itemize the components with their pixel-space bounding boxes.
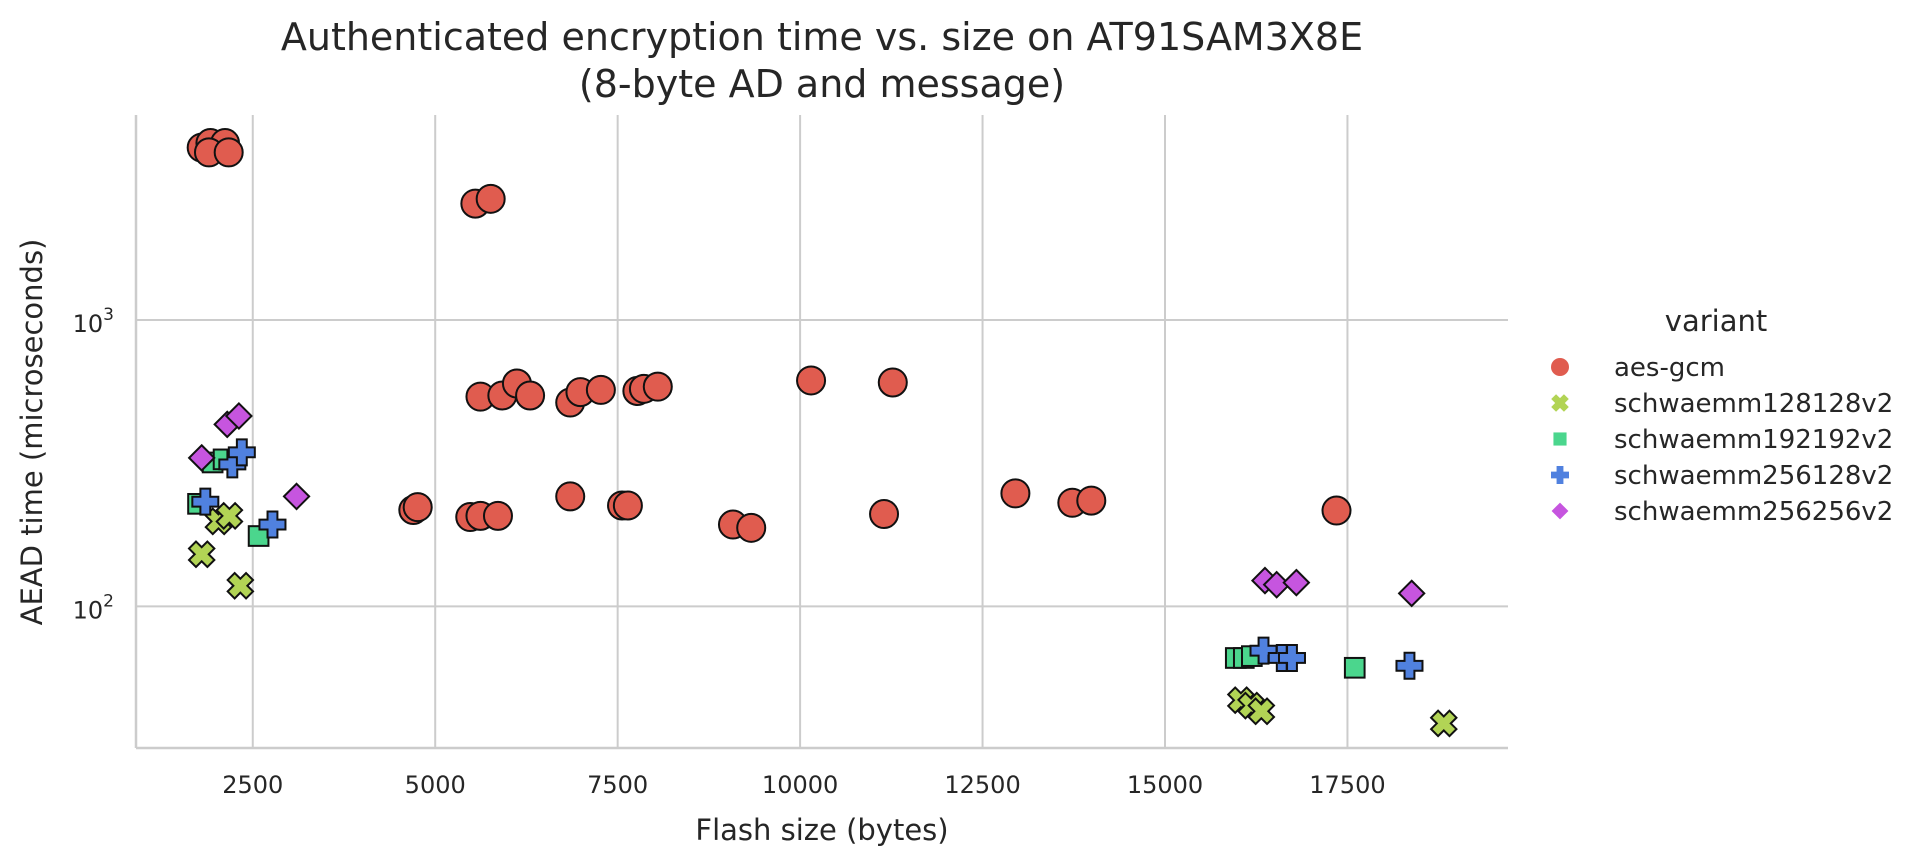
x-tick-label: 7500: [587, 771, 648, 799]
data-point: [224, 402, 253, 431]
data-point: [1321, 495, 1352, 526]
x-tick-label: 15000: [1127, 771, 1203, 799]
data-point: [555, 481, 586, 512]
data-point: [258, 510, 287, 539]
y-tick-label: 102: [73, 591, 114, 624]
data-point: [282, 482, 311, 511]
legend-marker: [1551, 394, 1569, 412]
legend-items: aes-gcm schwaemm128128v2 schwaemm192192v2 s…: [1551, 353, 1893, 527]
data-point: [1343, 656, 1366, 679]
data-point: [191, 487, 220, 516]
data-point: [482, 500, 513, 531]
legend: variant aes-gcm schwaemm128128v2 schwaemm1…: [1551, 304, 1893, 527]
legend-item: schwaemm256256v2: [1551, 497, 1893, 527]
y-tick-label: 103: [73, 305, 114, 338]
series-schwaemm256256v2: [187, 402, 1426, 608]
legend-item: schwaemm128128v2: [1551, 389, 1893, 419]
chart-title: Authenticated encryption time vs. size o…: [281, 15, 1363, 59]
legend-label: schwaemm256128v2: [1614, 461, 1893, 491]
data-point: [1397, 579, 1426, 608]
ticks-layer: 2500 5000 7500 10000 12500 15000 17500 102 103: [73, 305, 1386, 799]
series-schwaemm256128v2: [191, 438, 1424, 680]
data-point: [1277, 643, 1306, 672]
axes-layer: [134, 115, 1508, 750]
legend-item: schwaemm192192v2: [1553, 425, 1893, 455]
legend-label: schwaemm192192v2: [1614, 425, 1893, 455]
data-point: [187, 540, 216, 569]
data-point: [213, 137, 244, 168]
x-tick-label: 12500: [944, 771, 1020, 799]
series-schwaemm192192v2: [187, 448, 1366, 679]
x-tick-label: 10000: [762, 771, 838, 799]
legend-item: aes-gcm: [1551, 353, 1725, 383]
data-point: [869, 499, 900, 530]
legend-item: schwaemm256128v2: [1551, 461, 1893, 491]
y-axis-label: AEAD time (microseconds): [15, 239, 49, 626]
data-point: [226, 571, 255, 600]
legend-marker: [1551, 466, 1569, 484]
data-point: [515, 380, 546, 411]
data-point: [475, 183, 506, 214]
data-point: [1000, 478, 1031, 509]
legend-marker: [1551, 358, 1569, 376]
legend-label: schwaemm128128v2: [1614, 389, 1893, 419]
x-tick-label: 5000: [405, 771, 466, 799]
data-point: [877, 367, 908, 398]
legend-label: aes-gcm: [1614, 353, 1725, 383]
data-point: [187, 443, 216, 472]
data-point: [1247, 697, 1276, 726]
data-point: [1076, 485, 1107, 516]
data-point: [1282, 568, 1311, 597]
x-axis-label: Flash size (bytes): [695, 813, 948, 847]
x-tick-label: 17500: [1309, 771, 1385, 799]
data-point: [215, 501, 244, 530]
chart-subtitle: (8-byte AD and message): [579, 62, 1065, 106]
data-point: [796, 365, 827, 396]
legend-label: schwaemm256256v2: [1614, 497, 1893, 527]
data-point: [1429, 709, 1458, 738]
data-point: [642, 371, 673, 402]
data-point: [227, 438, 256, 467]
grid-layer: [136, 115, 1508, 748]
data-point: [736, 512, 767, 543]
x-tick-label: 2500: [222, 771, 283, 799]
series-aes-gcm: [186, 128, 1352, 543]
legend-title: variant: [1665, 304, 1767, 338]
legend-marker: [1553, 432, 1567, 446]
data-point: [402, 492, 433, 523]
data-point: [1395, 651, 1424, 680]
data-point: [612, 490, 643, 521]
points-layer: [186, 128, 1458, 738]
legend-marker: [1551, 502, 1569, 520]
series-schwaemm128128v2: [187, 501, 1458, 738]
data-point: [585, 374, 616, 405]
